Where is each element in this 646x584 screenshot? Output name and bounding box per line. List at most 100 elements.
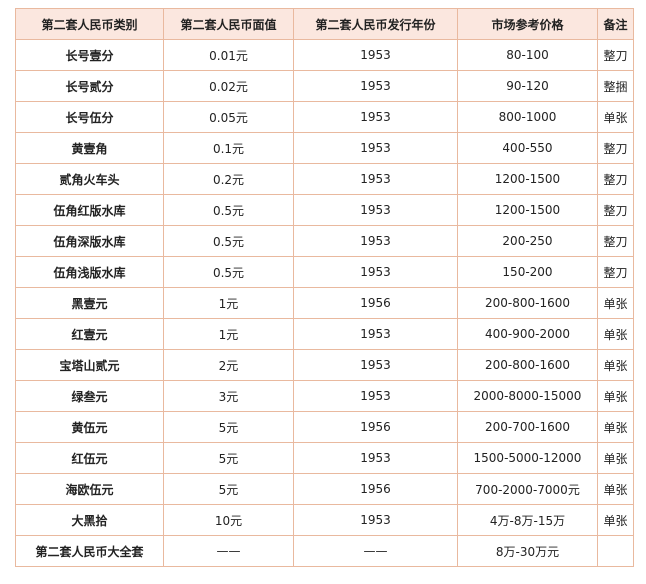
cell-market-price: 1200-1500 bbox=[457, 163, 598, 195]
cell-category: 贰角火车头 bbox=[15, 163, 164, 195]
cell-denomination: 0.05元 bbox=[163, 101, 294, 133]
cell-denomination: 0.5元 bbox=[163, 225, 294, 257]
cell-remarks: 整刀 bbox=[597, 225, 634, 257]
cell-issue-year: 1953 bbox=[293, 101, 458, 133]
table-row: 海欧伍元 5元 1956 700-2000-7000元 单张 bbox=[15, 473, 634, 505]
cell-market-price: 200-800-1600 bbox=[457, 287, 598, 319]
table-row: 绿叁元 3元 1953 2000-8000-15000 单张 bbox=[15, 380, 634, 412]
table-header-row: 第二套人民币类别 第二套人民币面值 第二套人民币发行年份 市场参考价格 备注 bbox=[15, 8, 634, 40]
cell-market-price: 80-100 bbox=[457, 39, 598, 71]
cell-category: 伍角红版水库 bbox=[15, 194, 164, 226]
cell-remarks: 单张 bbox=[597, 473, 634, 505]
cell-denomination: 0.2元 bbox=[163, 163, 294, 195]
cell-denomination: 3元 bbox=[163, 380, 294, 412]
table-row: 黄伍元 5元 1956 200-700-1600 单张 bbox=[15, 411, 634, 443]
table-row: 长号贰分 0.02元 1953 90-120 整捆 bbox=[15, 70, 634, 102]
cell-market-price: 200-800-1600 bbox=[457, 349, 598, 381]
table-row: 贰角火车头 0.2元 1953 1200-1500 整刀 bbox=[15, 163, 634, 195]
table-row: 大黑拾 10元 1953 4万-8万-15万 单张 bbox=[15, 504, 634, 536]
cell-market-price: 1500-5000-12000 bbox=[457, 442, 598, 474]
cell-issue-year: 1953 bbox=[293, 225, 458, 257]
table-row: 长号伍分 0.05元 1953 800-1000 单张 bbox=[15, 101, 634, 133]
cell-remarks: 单张 bbox=[597, 504, 634, 536]
cell-market-price: 4万-8万-15万 bbox=[457, 504, 598, 536]
cell-denomination: 1元 bbox=[163, 318, 294, 350]
table-row: 宝塔山贰元 2元 1953 200-800-1600 单张 bbox=[15, 349, 634, 381]
cell-market-price: 1200-1500 bbox=[457, 194, 598, 226]
cell-category: 长号伍分 bbox=[15, 101, 164, 133]
cell-category: 大黑拾 bbox=[15, 504, 164, 536]
price-table-container: 第二套人民币类别 第二套人民币面值 第二套人民币发行年份 市场参考价格 备注 长… bbox=[15, 8, 634, 567]
cell-issue-year: 1953 bbox=[293, 70, 458, 102]
table-row: 黄壹角 0.1元 1953 400-550 整刀 bbox=[15, 132, 634, 164]
cell-category: 黑壹元 bbox=[15, 287, 164, 319]
cell-category: 第二套人民币大全套 bbox=[15, 535, 164, 567]
cell-issue-year: 1953 bbox=[293, 380, 458, 412]
cell-remarks: 整刀 bbox=[597, 132, 634, 164]
cell-remarks: 整刀 bbox=[597, 163, 634, 195]
cell-category: 红壹元 bbox=[15, 318, 164, 350]
cell-denomination: 0.5元 bbox=[163, 256, 294, 288]
cell-market-price: 700-2000-7000元 bbox=[457, 473, 598, 505]
cell-issue-year: 1953 bbox=[293, 442, 458, 474]
table-row: 伍角红版水库 0.5元 1953 1200-1500 整刀 bbox=[15, 194, 634, 226]
header-issue-year: 第二套人民币发行年份 bbox=[293, 8, 458, 40]
cell-denomination: 5元 bbox=[163, 473, 294, 505]
cell-issue-year: 1953 bbox=[293, 504, 458, 536]
cell-category: 伍角浅版水库 bbox=[15, 256, 164, 288]
cell-remarks: 单张 bbox=[597, 318, 634, 350]
cell-market-price: 400-900-2000 bbox=[457, 318, 598, 350]
table-row: 红壹元 1元 1953 400-900-2000 单张 bbox=[15, 318, 634, 350]
cell-market-price: 90-120 bbox=[457, 70, 598, 102]
cell-remarks: 单张 bbox=[597, 380, 634, 412]
cell-remarks: 单张 bbox=[597, 442, 634, 474]
cell-issue-year: 1953 bbox=[293, 39, 458, 71]
cell-market-price: 2000-8000-15000 bbox=[457, 380, 598, 412]
cell-issue-year: 1953 bbox=[293, 256, 458, 288]
cell-remarks: 单张 bbox=[597, 101, 634, 133]
cell-category: 黄伍元 bbox=[15, 411, 164, 443]
cell-denomination: 5元 bbox=[163, 442, 294, 474]
cell-category: 伍角深版水库 bbox=[15, 225, 164, 257]
cell-category: 长号壹分 bbox=[15, 39, 164, 71]
cell-denomination: 0.01元 bbox=[163, 39, 294, 71]
cell-category: 长号贰分 bbox=[15, 70, 164, 102]
cell-denomination: 0.1元 bbox=[163, 132, 294, 164]
header-remarks: 备注 bbox=[597, 8, 634, 40]
cell-issue-year: 1953 bbox=[293, 194, 458, 226]
cell-remarks: 整刀 bbox=[597, 256, 634, 288]
cell-denomination: 10元 bbox=[163, 504, 294, 536]
cell-issue-year: —— bbox=[293, 535, 458, 567]
table-row: 长号壹分 0.01元 1953 80-100 整刀 bbox=[15, 39, 634, 71]
cell-issue-year: 1953 bbox=[293, 163, 458, 195]
header-category: 第二套人民币类别 bbox=[15, 8, 164, 40]
cell-market-price: 400-550 bbox=[457, 132, 598, 164]
cell-issue-year: 1956 bbox=[293, 473, 458, 505]
cell-denomination: 1元 bbox=[163, 287, 294, 319]
cell-market-price: 800-1000 bbox=[457, 101, 598, 133]
cell-remarks: 整捆 bbox=[597, 70, 634, 102]
cell-issue-year: 1953 bbox=[293, 349, 458, 381]
header-market-price: 市场参考价格 bbox=[457, 8, 598, 40]
table-row: 黑壹元 1元 1956 200-800-1600 单张 bbox=[15, 287, 634, 319]
price-table: 第二套人民币类别 第二套人民币面值 第二套人民币发行年份 市场参考价格 备注 长… bbox=[15, 8, 634, 567]
cell-issue-year: 1953 bbox=[293, 132, 458, 164]
cell-denomination: 5元 bbox=[163, 411, 294, 443]
cell-category: 红伍元 bbox=[15, 442, 164, 474]
cell-remarks bbox=[597, 535, 634, 567]
table-row: 第二套人民币大全套 —— —— 8万-30万元 bbox=[15, 535, 634, 567]
cell-denomination: —— bbox=[163, 535, 294, 567]
cell-category: 宝塔山贰元 bbox=[15, 349, 164, 381]
cell-denomination: 0.5元 bbox=[163, 194, 294, 226]
cell-market-price: 200-700-1600 bbox=[457, 411, 598, 443]
cell-issue-year: 1953 bbox=[293, 318, 458, 350]
cell-issue-year: 1956 bbox=[293, 287, 458, 319]
cell-remarks: 整刀 bbox=[597, 194, 634, 226]
cell-issue-year: 1956 bbox=[293, 411, 458, 443]
cell-category: 黄壹角 bbox=[15, 132, 164, 164]
table-row: 伍角深版水库 0.5元 1953 200-250 整刀 bbox=[15, 225, 634, 257]
cell-market-price: 150-200 bbox=[457, 256, 598, 288]
header-denomination: 第二套人民币面值 bbox=[163, 8, 294, 40]
table-row: 红伍元 5元 1953 1500-5000-12000 单张 bbox=[15, 442, 634, 474]
cell-remarks: 单张 bbox=[597, 411, 634, 443]
